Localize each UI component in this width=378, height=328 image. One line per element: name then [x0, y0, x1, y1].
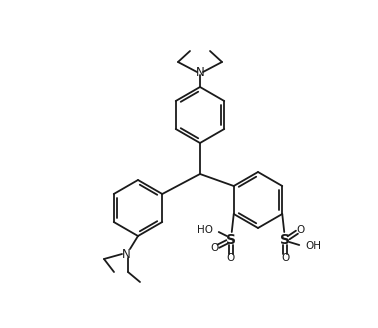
Text: N: N [196, 67, 204, 79]
Text: OH: OH [305, 241, 321, 251]
Text: O: O [296, 225, 304, 235]
Text: O: O [227, 253, 235, 263]
Text: O: O [211, 243, 219, 253]
Text: S: S [280, 233, 290, 247]
Text: S: S [226, 233, 236, 247]
Text: HO: HO [197, 225, 213, 235]
Text: N: N [122, 248, 130, 260]
Text: O: O [281, 253, 290, 263]
